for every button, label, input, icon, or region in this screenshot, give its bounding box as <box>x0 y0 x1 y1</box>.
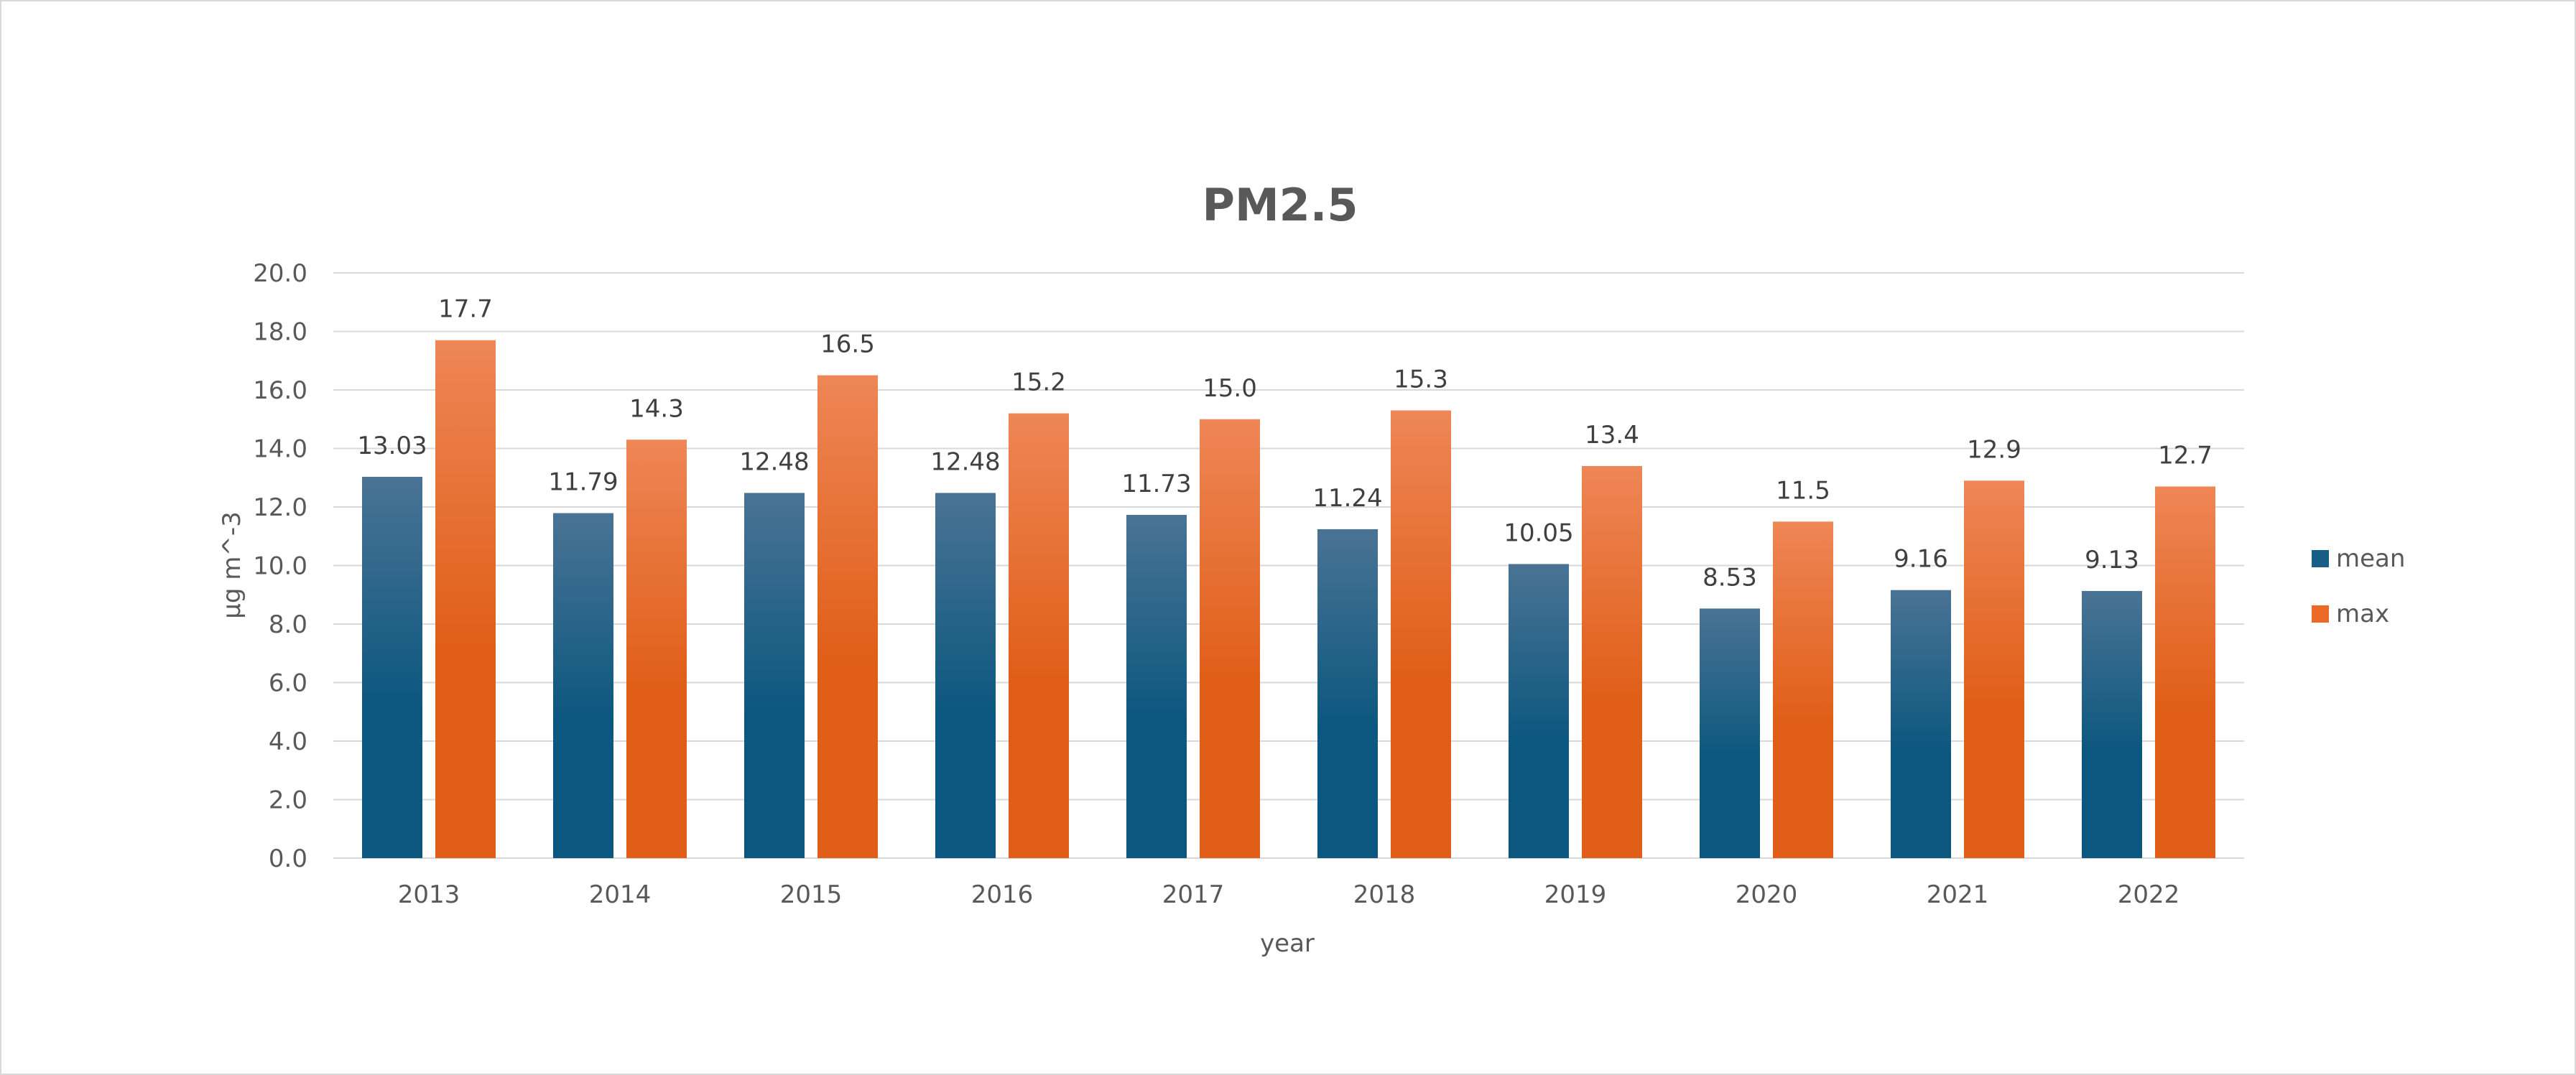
x-tick-label: 2016 <box>971 880 1034 909</box>
bar-max-2013[interactable] <box>435 340 496 859</box>
x-tick-label: 2015 <box>780 880 843 909</box>
data-label-mean-2021: 9.16 <box>1894 545 1948 574</box>
legend-item-max[interactable]: max <box>2312 600 2389 628</box>
bar-mean-2015[interactable] <box>744 493 805 858</box>
y-tick-label: 0.0 <box>269 844 307 873</box>
data-label-max-2014: 14.3 <box>629 394 684 423</box>
y-tick-label: 12.0 <box>253 493 307 522</box>
data-label-mean-2018: 11.24 <box>1312 484 1382 513</box>
y-tick-label: 20.0 <box>253 259 307 288</box>
y-tick-label: 16.0 <box>253 376 307 405</box>
y-tick-label: 14.0 <box>253 435 307 464</box>
legend: mean max <box>2312 544 2405 628</box>
bar-mean-2019[interactable] <box>1509 564 1569 858</box>
legend-swatch-max <box>2312 605 2329 623</box>
bar-max-2020[interactable] <box>1773 521 1833 858</box>
data-label-max-2013: 17.7 <box>438 295 493 324</box>
bar-max-2021[interactable] <box>1964 480 2024 858</box>
data-label-max-2019: 13.4 <box>1585 421 1639 450</box>
y-axis-title: μg m^-3 <box>218 511 246 619</box>
bar-mean-2016[interactable] <box>935 493 996 858</box>
legend-label-mean: mean <box>2336 544 2405 573</box>
y-tick-label: 8.0 <box>269 610 307 639</box>
bar-max-2017[interactable] <box>1200 419 1260 858</box>
bar-mean-2014[interactable] <box>553 513 613 858</box>
data-label-mean-2022: 9.13 <box>2085 546 2139 574</box>
legend-item-mean[interactable]: mean <box>2312 544 2405 573</box>
data-label-mean-2017: 11.73 <box>1121 470 1191 498</box>
data-label-max-2020: 11.5 <box>1776 476 1830 505</box>
data-label-max-2022: 12.7 <box>2158 441 2213 470</box>
data-label-max-2016: 15.2 <box>1011 368 1066 397</box>
y-tick-label: 4.0 <box>269 727 307 756</box>
x-tick-label: 2019 <box>1544 880 1607 909</box>
bar-mean-2017[interactable] <box>1126 515 1187 858</box>
data-label-max-2021: 12.9 <box>1967 435 2021 464</box>
bar-max-2014[interactable] <box>626 439 687 858</box>
data-label-mean-2013: 13.03 <box>357 432 427 460</box>
bar-mean-2018[interactable] <box>1317 529 1378 858</box>
grid-layer <box>333 272 2244 859</box>
x-tick-label: 2018 <box>1353 880 1416 909</box>
data-label-mean-2016: 12.48 <box>930 447 1000 476</box>
data-label-max-2015: 16.5 <box>820 330 875 359</box>
bar-mean-2021[interactable] <box>1891 590 1951 858</box>
legend-label-max: max <box>2336 600 2389 628</box>
data-label-mean-2014: 11.79 <box>548 468 618 497</box>
y-tick-label: 6.0 <box>269 669 307 698</box>
bar-max-2015[interactable] <box>817 375 878 858</box>
bar-mean-2013[interactable] <box>362 477 422 858</box>
y-tick-label: 10.0 <box>253 552 307 581</box>
data-label-mean-2015: 12.48 <box>739 447 809 476</box>
data-label-max-2017: 15.0 <box>1203 374 1257 403</box>
x-tick-label: 2021 <box>1927 880 1989 909</box>
x-axis-title: year <box>1260 929 1315 958</box>
bar-layer <box>362 340 2215 859</box>
axis-layer: 0.0 2.0 4.0 6.0 8.0 10.0 12.0 14.0 16.0 18.0 20.0 2… <box>253 259 2179 909</box>
data-label-mean-2019: 10.05 <box>1504 518 1573 547</box>
chart-title: PM2.5 <box>1203 179 1358 231</box>
data-label-mean-2020: 8.53 <box>1702 563 1757 592</box>
bar-max-2018[interactable] <box>1391 410 1451 858</box>
x-tick-label: 2013 <box>398 880 460 909</box>
bar-max-2016[interactable] <box>1009 413 1069 858</box>
x-tick-label: 2014 <box>589 880 652 909</box>
x-tick-label: 2017 <box>1162 880 1225 909</box>
bar-max-2022[interactable] <box>2155 486 2215 858</box>
legend-swatch-mean <box>2312 550 2329 567</box>
y-tick-label: 18.0 <box>253 318 307 347</box>
bar-mean-2020[interactable] <box>1700 608 1760 858</box>
x-tick-label: 2020 <box>1736 880 1798 909</box>
label-layer: 13.03 17.7 11.79 14.3 12.48 16.5 12.48 15.2 11.7… <box>357 295 2213 592</box>
x-tick-label: 2022 <box>2118 880 2180 909</box>
bar-mean-2022[interactable] <box>2082 590 2142 858</box>
y-tick-label: 2.0 <box>269 786 307 815</box>
data-label-max-2018: 15.3 <box>1394 366 1448 394</box>
bar-max-2019[interactable] <box>1582 465 1642 858</box>
